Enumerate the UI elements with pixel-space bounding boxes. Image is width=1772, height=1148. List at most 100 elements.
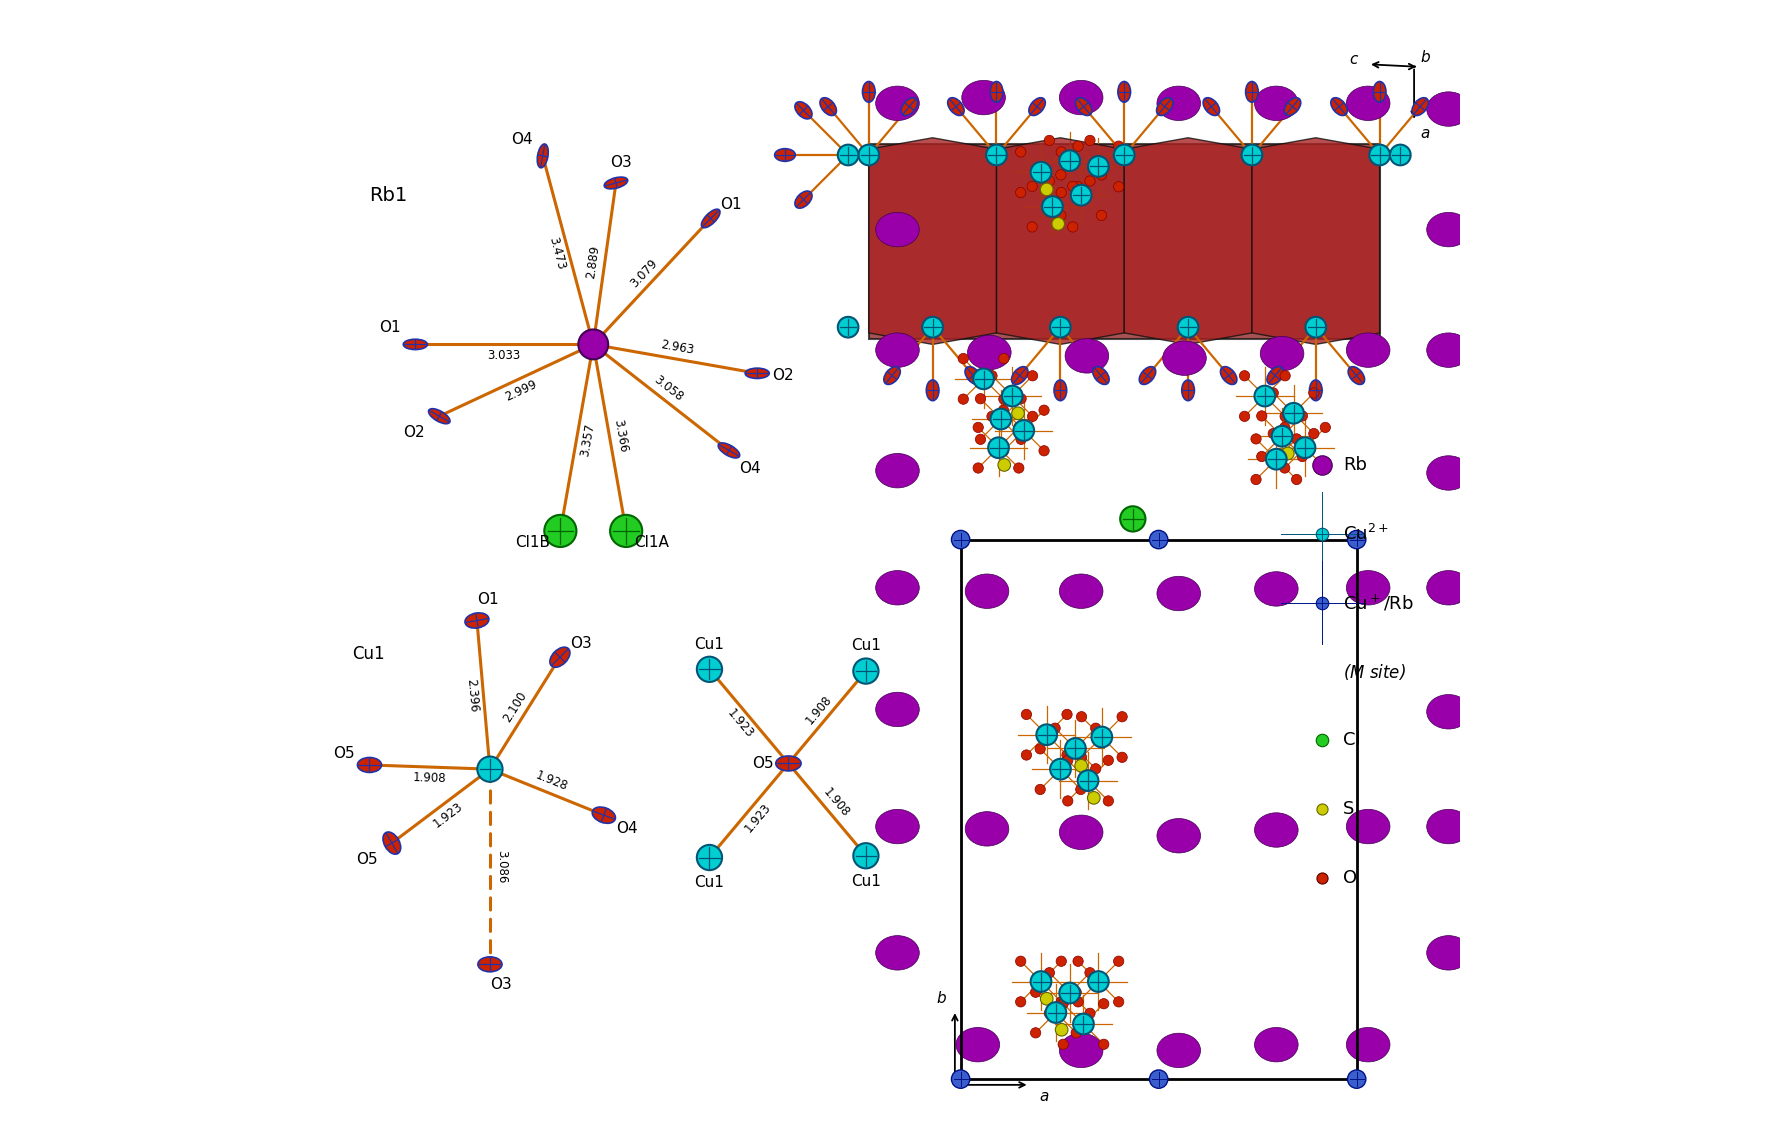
Text: O1: O1: [721, 197, 742, 212]
Ellipse shape: [1239, 411, 1249, 421]
Ellipse shape: [991, 409, 1012, 429]
Ellipse shape: [966, 812, 1008, 846]
Ellipse shape: [966, 366, 982, 385]
Ellipse shape: [975, 434, 985, 444]
Ellipse shape: [1310, 388, 1318, 398]
Ellipse shape: [1012, 366, 1028, 385]
Ellipse shape: [1285, 98, 1301, 116]
Ellipse shape: [1067, 181, 1077, 192]
Ellipse shape: [1256, 451, 1267, 461]
Ellipse shape: [858, 145, 879, 165]
Ellipse shape: [1255, 1027, 1299, 1062]
Ellipse shape: [987, 371, 998, 381]
Ellipse shape: [1113, 141, 1123, 152]
Ellipse shape: [1051, 763, 1060, 774]
Text: 3.058: 3.058: [650, 373, 686, 404]
Ellipse shape: [1053, 218, 1065, 231]
Text: O4: O4: [739, 461, 760, 476]
Ellipse shape: [1347, 809, 1389, 844]
Ellipse shape: [1015, 394, 1026, 404]
Text: O: O: [1343, 869, 1357, 887]
Ellipse shape: [537, 144, 548, 168]
Ellipse shape: [1331, 98, 1347, 116]
Ellipse shape: [1056, 187, 1067, 197]
Bar: [960, 540, 1357, 1079]
Ellipse shape: [959, 394, 969, 404]
Ellipse shape: [875, 692, 920, 727]
Text: O4: O4: [512, 132, 533, 147]
Ellipse shape: [1348, 366, 1364, 385]
Ellipse shape: [1292, 474, 1302, 484]
Ellipse shape: [604, 177, 627, 189]
Ellipse shape: [1031, 162, 1051, 183]
Text: Cu1: Cu1: [695, 637, 725, 652]
Ellipse shape: [404, 340, 427, 350]
Ellipse shape: [1021, 709, 1031, 720]
Ellipse shape: [1031, 987, 1040, 998]
Ellipse shape: [1015, 434, 1026, 444]
Ellipse shape: [702, 209, 719, 227]
Ellipse shape: [1076, 712, 1086, 722]
Text: 1.908: 1.908: [413, 771, 447, 785]
Text: 3.079: 3.079: [627, 257, 659, 290]
Text: O4: O4: [617, 822, 638, 837]
Ellipse shape: [1113, 181, 1123, 192]
Ellipse shape: [1044, 968, 1054, 978]
Ellipse shape: [1054, 380, 1067, 401]
Ellipse shape: [1426, 456, 1471, 490]
Text: O5: O5: [356, 852, 377, 867]
Text: 3.357: 3.357: [579, 422, 597, 457]
Ellipse shape: [1058, 999, 1069, 1009]
Ellipse shape: [1297, 411, 1308, 421]
Ellipse shape: [987, 411, 998, 421]
Ellipse shape: [1077, 770, 1099, 791]
Text: Cl1A: Cl1A: [634, 535, 668, 550]
Ellipse shape: [1295, 437, 1315, 458]
Ellipse shape: [1281, 448, 1294, 459]
Text: 2.963: 2.963: [659, 339, 695, 357]
Ellipse shape: [796, 191, 812, 208]
Ellipse shape: [875, 453, 920, 488]
Ellipse shape: [875, 333, 920, 367]
Ellipse shape: [966, 574, 1008, 608]
Text: 2.100: 2.100: [501, 690, 530, 724]
Ellipse shape: [1060, 150, 1079, 171]
Ellipse shape: [1084, 176, 1095, 186]
Ellipse shape: [1426, 333, 1471, 367]
Ellipse shape: [1031, 1027, 1040, 1038]
Text: O2: O2: [771, 369, 794, 383]
Text: 1.923: 1.923: [742, 801, 774, 835]
Text: 2.889: 2.889: [585, 245, 602, 280]
Ellipse shape: [1040, 992, 1053, 1006]
Ellipse shape: [1269, 428, 1278, 439]
Polygon shape: [1123, 138, 1253, 344]
Text: O3: O3: [569, 636, 592, 651]
Ellipse shape: [999, 394, 1008, 404]
Ellipse shape: [592, 807, 615, 823]
Ellipse shape: [1090, 723, 1100, 734]
Text: b: b: [1421, 49, 1430, 65]
Ellipse shape: [1255, 386, 1276, 406]
Ellipse shape: [1015, 996, 1026, 1007]
Ellipse shape: [1115, 145, 1134, 165]
Ellipse shape: [1426, 809, 1471, 844]
Ellipse shape: [875, 571, 920, 605]
Ellipse shape: [973, 463, 983, 473]
Polygon shape: [996, 138, 1123, 344]
Ellipse shape: [1347, 86, 1389, 121]
Ellipse shape: [1093, 366, 1109, 385]
Ellipse shape: [1061, 709, 1072, 720]
Ellipse shape: [1157, 576, 1201, 611]
Ellipse shape: [975, 394, 985, 404]
Ellipse shape: [1076, 98, 1092, 116]
Ellipse shape: [1097, 210, 1108, 220]
Ellipse shape: [1040, 184, 1053, 195]
Ellipse shape: [1044, 135, 1054, 146]
Ellipse shape: [1260, 336, 1304, 371]
Ellipse shape: [1178, 317, 1198, 338]
Text: 1.908: 1.908: [803, 693, 835, 727]
Ellipse shape: [999, 354, 1008, 364]
Ellipse shape: [1028, 181, 1037, 192]
Ellipse shape: [429, 409, 450, 424]
Ellipse shape: [1072, 181, 1083, 192]
